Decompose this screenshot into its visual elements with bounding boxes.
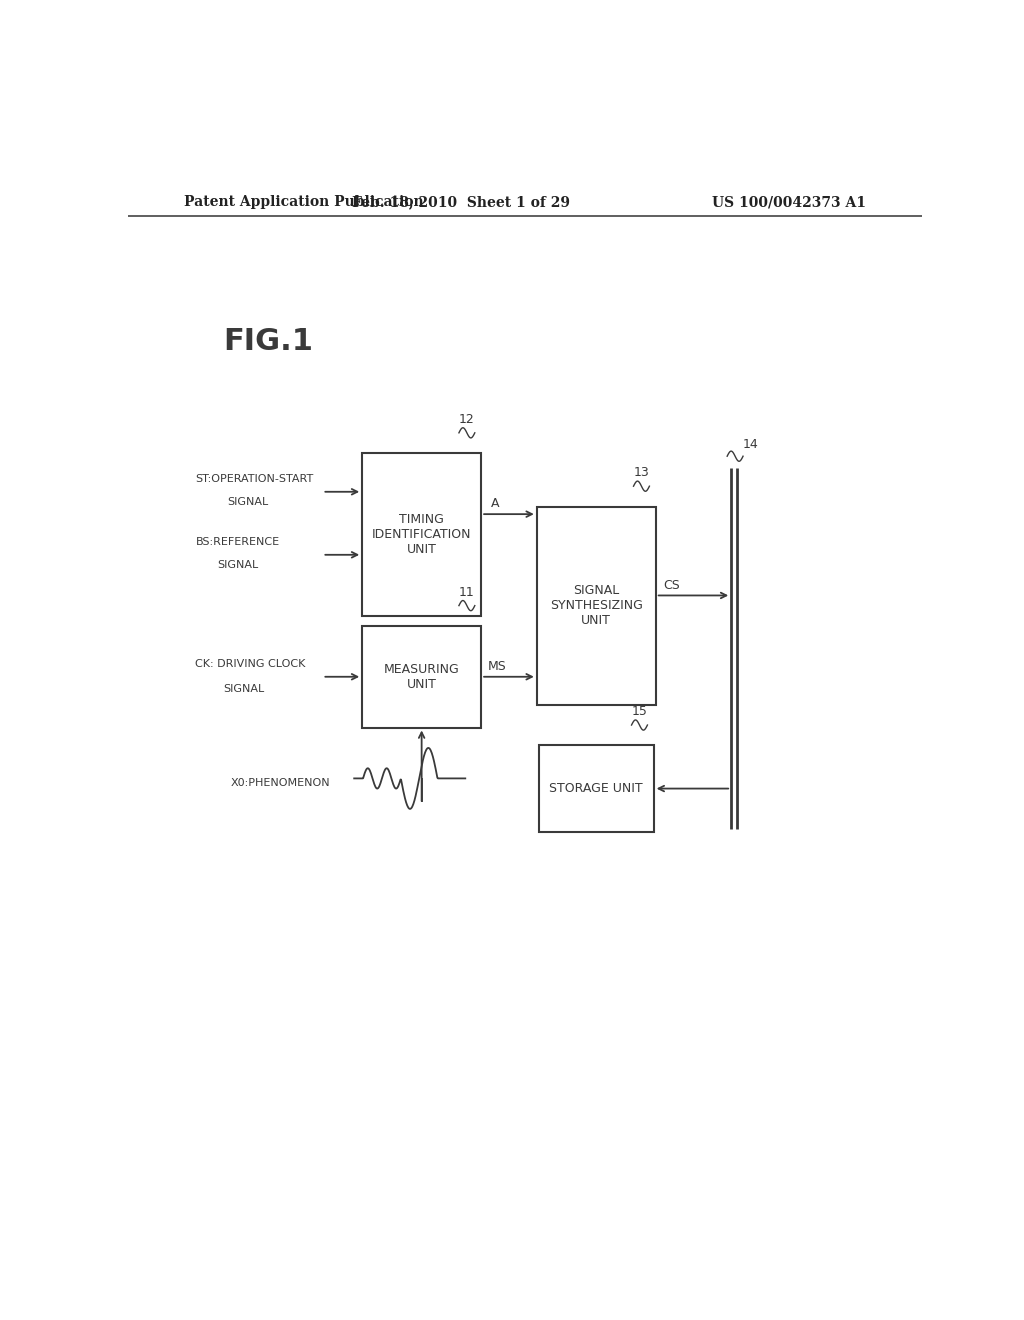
Text: US 100/0042373 A1: US 100/0042373 A1 [712,195,866,209]
Text: TIMING
IDENTIFICATION
UNIT: TIMING IDENTIFICATION UNIT [372,513,471,556]
Text: CS: CS [664,578,680,591]
Text: BS:REFERENCE: BS:REFERENCE [196,537,280,546]
Text: 12: 12 [459,413,475,426]
FancyBboxPatch shape [537,507,655,705]
FancyBboxPatch shape [362,626,481,727]
Text: MEASURING
UNIT: MEASURING UNIT [384,663,460,690]
FancyBboxPatch shape [362,453,481,615]
Text: X0:PHENOMENON: X0:PHENOMENON [231,779,331,788]
Text: Patent Application Publication: Patent Application Publication [183,195,423,209]
Text: STORAGE UNIT: STORAGE UNIT [550,781,643,795]
Text: Feb. 18, 2010  Sheet 1 of 29: Feb. 18, 2010 Sheet 1 of 29 [352,195,570,209]
Text: SIGNAL: SIGNAL [227,496,268,507]
Text: SIGNAL: SIGNAL [218,560,259,570]
Text: ST:OPERATION-START: ST:OPERATION-START [196,474,313,483]
Text: A: A [490,498,499,511]
Text: 15: 15 [632,705,647,718]
Text: CK: DRIVING CLOCK: CK: DRIVING CLOCK [196,659,306,668]
Text: 11: 11 [459,586,475,598]
Text: SIGNAL: SIGNAL [223,684,264,694]
Text: 14: 14 [743,438,759,451]
Text: 13: 13 [634,466,649,479]
Text: MS: MS [487,660,506,673]
FancyBboxPatch shape [539,746,653,832]
Text: SIGNAL
SYNTHESIZING
UNIT: SIGNAL SYNTHESIZING UNIT [550,585,643,627]
Text: FIG.1: FIG.1 [223,327,313,356]
